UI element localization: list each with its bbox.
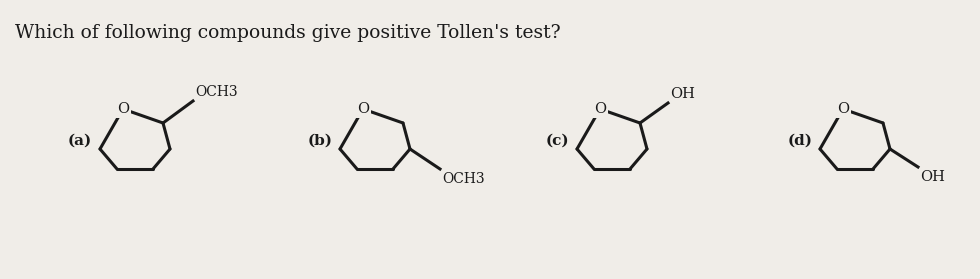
Text: (d): (d) — [788, 134, 812, 148]
Text: O: O — [357, 102, 369, 116]
Text: O: O — [117, 102, 129, 116]
Text: (b): (b) — [308, 134, 332, 148]
Text: Which of following compounds give positive Tollen's test?: Which of following compounds give positi… — [15, 24, 561, 42]
Text: (c): (c) — [545, 134, 568, 148]
Text: OCH3: OCH3 — [442, 172, 485, 186]
Text: (a): (a) — [68, 134, 92, 148]
Text: O: O — [837, 102, 849, 116]
Text: OH: OH — [920, 170, 945, 184]
Text: O: O — [594, 102, 606, 116]
Text: OH: OH — [670, 87, 695, 101]
Text: OCH3: OCH3 — [195, 85, 237, 99]
